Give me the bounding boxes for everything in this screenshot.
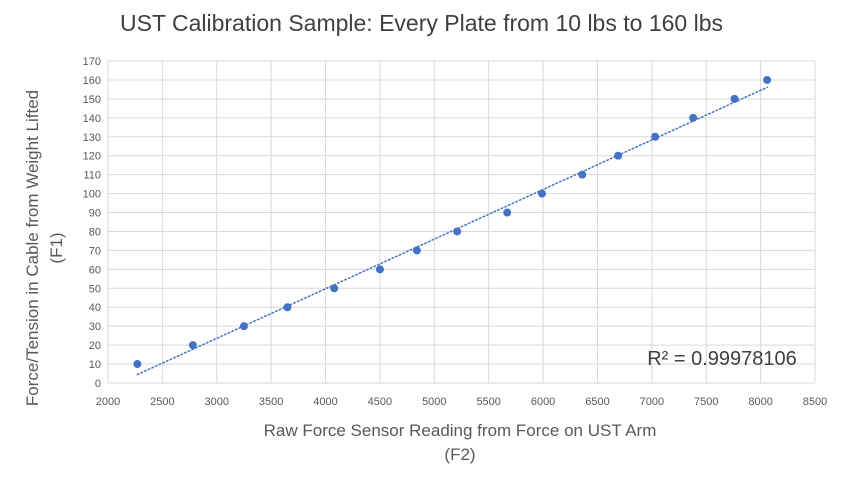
gridlines: [107, 60, 816, 384]
data-point: [537, 189, 546, 198]
y-tick-label: 150: [83, 94, 101, 106]
x-tick-label: 4000: [313, 396, 337, 408]
x-tick-label: 3500: [259, 396, 283, 408]
data-point: [614, 151, 623, 160]
y-tick-label: 20: [89, 340, 101, 352]
y-tick-label: 120: [83, 151, 101, 163]
y-tick-label: 60: [89, 264, 101, 276]
data-point: [730, 94, 739, 103]
y-tick-label: 30: [89, 321, 101, 333]
x-tick-label: 7000: [640, 396, 664, 408]
data-point: [453, 227, 462, 236]
data-point: [330, 284, 339, 293]
x-tick-label: 6000: [531, 396, 555, 408]
y-tick-label: 160: [83, 75, 101, 87]
x-tick-label: 2000: [96, 396, 120, 408]
y-tick-label: 170: [83, 56, 101, 68]
data-point: [503, 208, 512, 217]
y-tick-label: 0: [95, 378, 101, 390]
x-tick-label: 8500: [803, 396, 827, 408]
y-axis-title-line2: (F1): [47, 232, 66, 263]
y-tick-label: 100: [83, 189, 101, 201]
y-axis-title-line1: Force/Tension in Cable from Weight Lifte…: [23, 90, 42, 406]
x-axis-title-line2: (F2): [444, 445, 475, 464]
data-points: [133, 75, 772, 369]
x-tick-label: 5000: [422, 396, 446, 408]
x-tick-label: 8000: [748, 396, 772, 408]
data-point: [651, 132, 660, 141]
x-tick-label: 3000: [205, 396, 229, 408]
y-tick-label: 110: [83, 170, 101, 182]
y-tick-label: 90: [89, 208, 101, 220]
data-point: [283, 303, 292, 312]
y-tick-label: 70: [89, 245, 101, 257]
y-tick-label: 50: [89, 283, 101, 295]
data-point: [412, 246, 421, 255]
y-tick-label: 130: [83, 132, 101, 144]
chart-title: UST Calibration Sample: Every Plate from…: [120, 10, 723, 36]
y-tick-label: 140: [83, 113, 101, 125]
data-point: [763, 75, 772, 84]
trendline-path: [136, 86, 768, 376]
data-point: [188, 341, 197, 350]
r-squared-annotation: R² = 0.99978106: [647, 348, 797, 370]
trendline: [136, 86, 768, 376]
y-tick-label: 10: [89, 359, 101, 371]
x-tick-label: 6500: [585, 396, 609, 408]
x-tick-label: 4500: [368, 396, 392, 408]
data-point: [578, 170, 587, 179]
x-tick-labels: 2000 2500 3000 3500 4000 4500 5000 5500 6000 6500…: [96, 396, 827, 408]
x-axis-title-line1: Raw Force Sensor Reading from Force on U…: [264, 421, 657, 440]
y-tick-label: 40: [89, 302, 101, 314]
x-tick-label: 2500: [150, 396, 174, 408]
y-tick-label: 80: [89, 226, 101, 238]
data-point: [689, 113, 698, 122]
y-tick-labels: 0 10 20 30 40 50 60 70 80 90 100 110 120 130 140 150 160…: [83, 56, 101, 390]
x-tick-label: 7500: [694, 396, 718, 408]
data-point: [133, 360, 142, 369]
data-point: [375, 265, 384, 274]
data-point: [239, 322, 248, 331]
x-tick-label: 5500: [476, 396, 500, 408]
